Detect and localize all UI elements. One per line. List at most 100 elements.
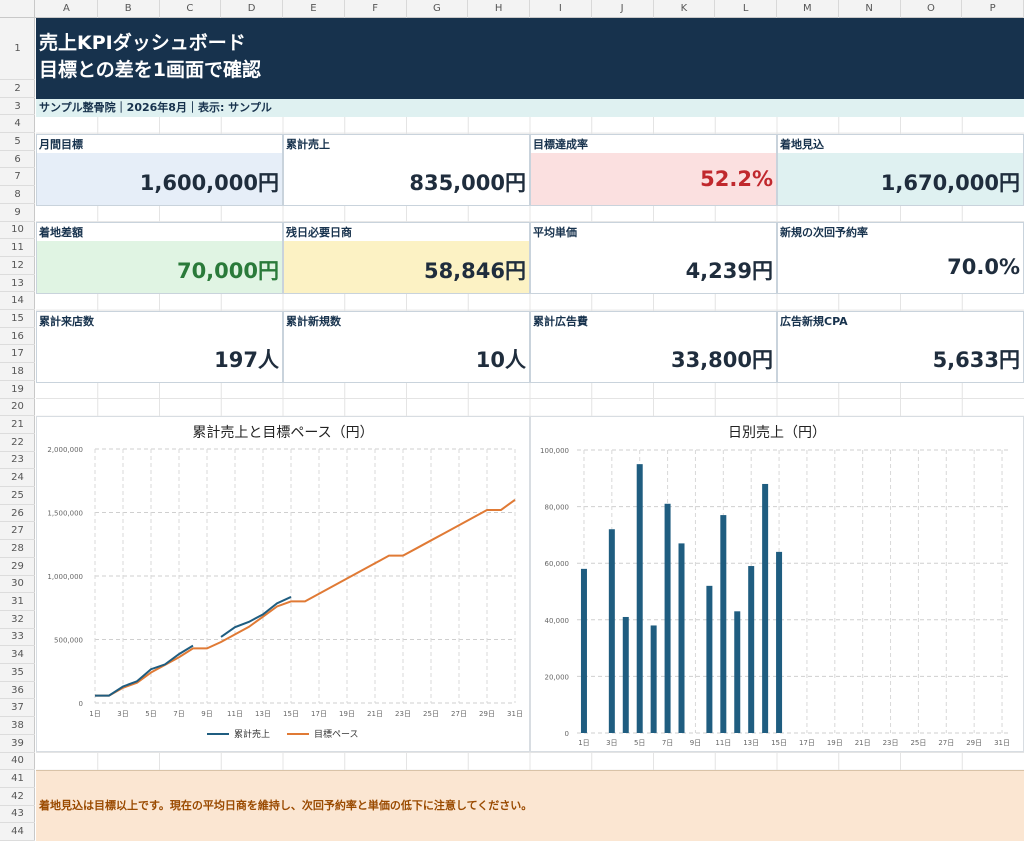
row-header-32[interactable]: 32 xyxy=(0,611,35,629)
row-header-28[interactable]: 28 xyxy=(0,540,35,558)
kpi-card[interactable]: 累計広告費 33,800円 xyxy=(530,311,777,383)
column-header-H[interactable]: H xyxy=(468,0,530,18)
row-header-44[interactable]: 44 xyxy=(0,823,35,841)
row-header-1[interactable]: 1 xyxy=(0,18,35,80)
column-header-A[interactable]: A xyxy=(36,0,98,18)
row-header-26[interactable]: 26 xyxy=(0,505,35,523)
kpi-label: 残日必要日商 xyxy=(286,226,352,239)
row-header-35[interactable]: 35 xyxy=(0,664,35,682)
advice-note: 着地見込は目標以上です。現在の平均日商を維持し、次回予約率と単価の低下に注意して… xyxy=(39,799,533,812)
column-header-O[interactable]: O xyxy=(901,0,963,18)
row-header-37[interactable]: 37 xyxy=(0,699,35,718)
column-header-B[interactable]: B xyxy=(98,0,160,18)
cumulative-sales-chart[interactable]: 累計売上と目標ペース（円） 0 500,000 1,000,000 1,500,000 2… xyxy=(36,416,530,752)
row-header-7[interactable]: 7 xyxy=(0,168,35,187)
daily-sales-chart[interactable]: 日別売上（円） 0 20,000 40,000 60,000 80,000 100,000 1… xyxy=(530,416,1024,752)
x-tick-label: 7日 xyxy=(662,739,673,747)
row-header-31[interactable]: 31 xyxy=(0,593,35,611)
kpi-card[interactable]: 広告新規CPA 5,633円 xyxy=(777,311,1024,383)
kpi-card[interactable]: 残日必要日商 58,846円 xyxy=(283,222,530,294)
x-tick-label: 13日 xyxy=(255,710,271,718)
kpi-label: 平均単価 xyxy=(533,226,577,239)
kpi-card[interactable]: 目標達成率 52.2% xyxy=(530,134,777,206)
row-header-13[interactable]: 13 xyxy=(0,275,35,293)
row-header-16[interactable]: 16 xyxy=(0,328,35,346)
row-header-38[interactable]: 38 xyxy=(0,717,35,735)
bar-day-14 xyxy=(762,483,769,733)
row-header-18[interactable]: 18 xyxy=(0,363,35,381)
x-tick-label: 31日 xyxy=(507,710,523,718)
row-header-34[interactable]: 34 xyxy=(0,646,35,664)
y-tick-label: 100,000 xyxy=(540,447,569,455)
kpi-card[interactable]: 着地差額 70,000円 xyxy=(36,222,283,294)
row-header-24[interactable]: 24 xyxy=(0,469,35,488)
kpi-card[interactable]: 累計売上 835,000円 xyxy=(283,134,530,206)
row-header-33[interactable]: 33 xyxy=(0,629,35,647)
row-header-25[interactable]: 25 xyxy=(0,487,35,505)
column-header-L[interactable]: L xyxy=(715,0,777,18)
row-header-40[interactable]: 40 xyxy=(0,753,35,771)
kpi-label: 目標達成率 xyxy=(533,138,588,151)
column-header-J[interactable]: J xyxy=(592,0,654,18)
kpi-card[interactable]: 月間目標 1,600,000円 xyxy=(36,134,283,206)
row-header-11[interactable]: 11 xyxy=(0,239,35,257)
column-header-C[interactable]: C xyxy=(160,0,222,18)
column-header-I[interactable]: I xyxy=(530,0,592,18)
row-header-2[interactable]: 2 xyxy=(0,80,35,98)
row-header-41[interactable]: 41 xyxy=(0,770,35,788)
x-tick-label: 17日 xyxy=(311,710,327,718)
row-header-3[interactable]: 3 xyxy=(0,98,35,116)
y-tick-label: 40,000 xyxy=(545,617,570,625)
column-header-M[interactable]: M xyxy=(777,0,839,18)
x-tick-label: 29日 xyxy=(479,710,495,718)
kpi-card[interactable]: 新規の次回予約率 70.0% xyxy=(777,222,1024,294)
kpi-card[interactable]: 着地見込 1,670,000円 xyxy=(777,134,1024,206)
row-header-22[interactable]: 22 xyxy=(0,434,35,452)
column-header-K[interactable]: K xyxy=(654,0,716,18)
column-header-G[interactable]: G xyxy=(407,0,469,18)
column-header-N[interactable]: N xyxy=(839,0,901,18)
row-header-39[interactable]: 39 xyxy=(0,735,35,753)
row-header-27[interactable]: 27 xyxy=(0,522,35,541)
bar-day-10 xyxy=(706,585,713,733)
x-tick-label: 7日 xyxy=(173,710,184,718)
row-header-5[interactable]: 5 xyxy=(0,133,35,151)
select-all-corner[interactable] xyxy=(0,0,35,18)
row-header-19[interactable]: 19 xyxy=(0,381,35,399)
kpi-value: 52.2% xyxy=(700,167,773,191)
column-header-D[interactable]: D xyxy=(221,0,283,18)
kpi-card[interactable]: 累計新規数 10人 xyxy=(283,311,530,383)
row-header-15[interactable]: 15 xyxy=(0,310,35,328)
row-header-21[interactable]: 21 xyxy=(0,416,35,434)
row-header-17[interactable]: 17 xyxy=(0,345,35,364)
row-header-43[interactable]: 43 xyxy=(0,806,35,824)
row-header-8[interactable]: 8 xyxy=(0,186,35,204)
row-header-6[interactable]: 6 xyxy=(0,151,35,169)
row-header-12[interactable]: 12 xyxy=(0,257,35,275)
row-header-20[interactable]: 20 xyxy=(0,399,35,417)
kpi-value: 835,000円 xyxy=(409,171,526,195)
dashboard-title: 売上KPIダッシュボード 目標との差を1画面で確認 xyxy=(39,32,262,81)
row-header-30[interactable]: 30 xyxy=(0,576,35,594)
chart-title: 日別売上（円） xyxy=(728,425,826,441)
row-header-23[interactable]: 23 xyxy=(0,452,35,470)
kpi-card-fill xyxy=(531,153,776,205)
x-tick-label: 19日 xyxy=(827,739,843,747)
row-header-42[interactable]: 42 xyxy=(0,788,35,806)
column-header-F[interactable]: F xyxy=(345,0,407,18)
y-tick-label: 2,000,000 xyxy=(47,446,83,454)
column-header-P[interactable]: P xyxy=(962,0,1024,18)
kpi-card[interactable]: 平均単価 4,239円 xyxy=(530,222,777,294)
row-header-10[interactable]: 10 xyxy=(0,222,35,240)
row-header-14[interactable]: 14 xyxy=(0,292,35,311)
kpi-card-fill xyxy=(284,153,529,205)
row-header-36[interactable]: 36 xyxy=(0,682,35,700)
row-header-29[interactable]: 29 xyxy=(0,558,35,576)
kpi-label: 月間目標 xyxy=(39,138,83,151)
kpi-card[interactable]: 累計来店数 197人 xyxy=(36,311,283,383)
kpi-label: 累計来店数 xyxy=(39,315,94,328)
row-header-4[interactable]: 4 xyxy=(0,115,35,134)
row-header-9[interactable]: 9 xyxy=(0,204,35,222)
column-header-E[interactable]: E xyxy=(283,0,345,18)
